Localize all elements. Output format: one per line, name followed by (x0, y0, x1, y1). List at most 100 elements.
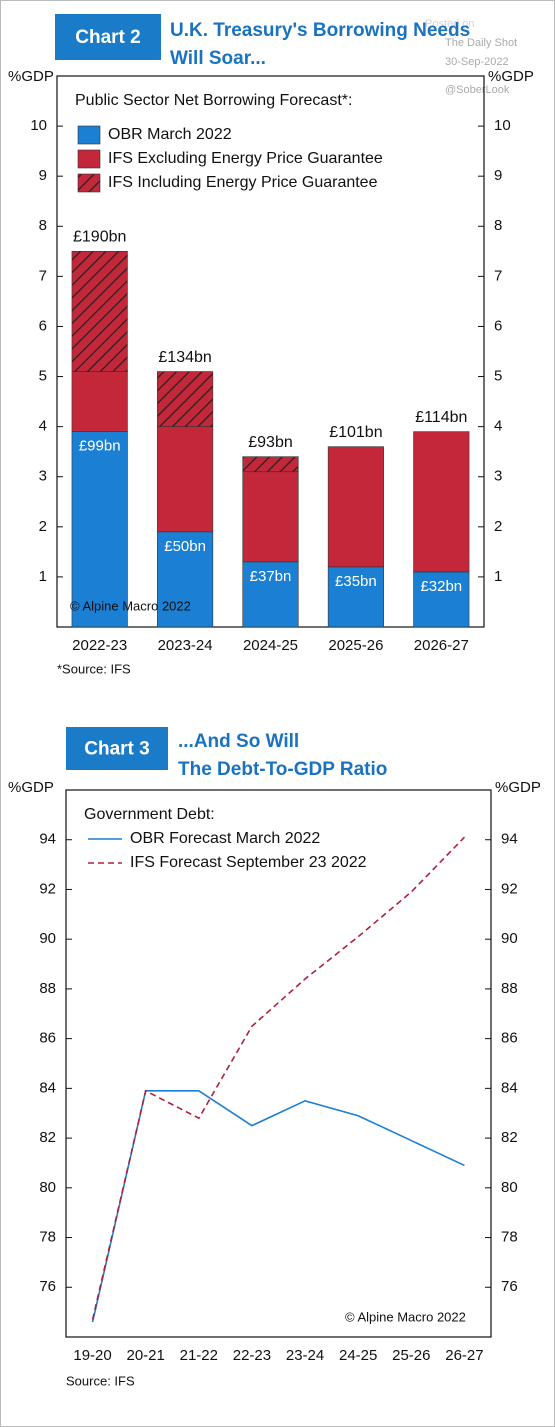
bar-segment (327, 446, 384, 568)
legend-label: IFS Including Energy Price Guarantee (108, 174, 378, 191)
y-tick-label: 78 (501, 1229, 518, 1246)
copyright: © Alpine Macro 2022 (345, 1309, 466, 1324)
y-tick-label: 1 (39, 568, 47, 585)
source-note: *Source: IFS (57, 661, 131, 676)
y-axis-label: %GDP (495, 779, 541, 796)
bar-total-label: £114bn (415, 409, 467, 426)
y-tick-label: 84 (501, 1079, 518, 1096)
bar-inner-label: £32bn (420, 578, 462, 595)
chart-title: Will Soar... (170, 48, 266, 69)
y-axis-label: %GDP (8, 779, 54, 796)
bar-inner-label: £35bn (335, 573, 377, 590)
watermark: The Daily Shot (445, 37, 517, 49)
bar-total-label: £93bn (248, 434, 293, 451)
bar-segment (327, 566, 384, 628)
bar-segment (157, 531, 214, 628)
y-tick-label: 3 (39, 468, 47, 485)
bar-inner-label: £37bn (250, 568, 292, 585)
y-tick-label: 4 (494, 418, 502, 435)
bar-segment (157, 426, 214, 533)
source-note: Source: IFS (66, 1373, 135, 1388)
y-axis-label: %GDP (8, 68, 54, 85)
x-tick-label: 24-25 (339, 1347, 377, 1364)
x-tick-label: 25-26 (392, 1347, 430, 1364)
watermark: @SoberLook (445, 84, 510, 96)
series-line (91, 1090, 465, 1323)
bar-total-label: £134bn (158, 349, 211, 366)
y-tick-label: 1 (494, 568, 502, 585)
bar-total-label: £190bn (73, 229, 126, 246)
y-tick-label: 4 (39, 418, 47, 435)
legend-swatch (77, 173, 101, 193)
legend-label: OBR Forecast March 2022 (130, 830, 320, 847)
bar-segment (71, 431, 128, 628)
y-tick-label: 78 (39, 1229, 56, 1246)
x-tick-label: 2026-27 (414, 637, 469, 654)
y-tick-label: 82 (501, 1129, 518, 1146)
chart-label-box (66, 727, 168, 770)
y-tick-label: 10 (30, 117, 47, 134)
plot-frame (65, 789, 492, 1338)
y-tick-label: 5 (494, 368, 502, 385)
bar-segment (242, 456, 299, 473)
bar-segment (413, 431, 470, 573)
bar-inner-label: £50bn (164, 538, 206, 555)
series-line (91, 836, 466, 1320)
x-tick-label: 2024-25 (243, 637, 298, 654)
y-tick-label: 76 (39, 1278, 56, 1295)
watermark: 30-Sep-2022 (445, 56, 509, 68)
chart-label: Chart 2 (75, 27, 140, 48)
y-tick-label: 76 (501, 1278, 518, 1295)
y-tick-label: 7 (494, 267, 502, 284)
y-tick-label: 88 (501, 980, 518, 997)
y-tick-label: 90 (501, 930, 518, 947)
y-tick-label: 90 (39, 930, 56, 947)
x-tick-label: 26-27 (445, 1347, 483, 1364)
bar-segment (413, 571, 470, 628)
legend-swatch (77, 149, 101, 169)
bar-segment (242, 471, 299, 563)
legend-title: Government Debt: (84, 806, 215, 823)
bar-segment (71, 251, 128, 372)
y-tick-label: 2 (39, 518, 47, 535)
y-tick-label: 86 (39, 1030, 56, 1047)
y-tick-label: 3 (494, 468, 502, 485)
y-tick-label: 9 (39, 167, 47, 184)
x-tick-label: 2025-26 (328, 637, 383, 654)
bar-segment (157, 371, 214, 427)
y-tick-label: 94 (39, 831, 56, 848)
x-tick-label: 19-20 (73, 1347, 111, 1364)
watermark: Posted on (425, 18, 475, 30)
y-tick-label: 8 (39, 217, 47, 234)
x-tick-label: 22-23 (233, 1347, 271, 1364)
y-tick-label: 84 (39, 1079, 56, 1096)
y-tick-label: 82 (39, 1129, 56, 1146)
y-tick-label: 80 (39, 1179, 56, 1196)
legend-label: IFS Forecast September 23 2022 (130, 854, 367, 871)
y-tick-label: 6 (39, 317, 47, 334)
chart-label-box (55, 14, 161, 60)
y-axis-label: %GDP (488, 68, 534, 85)
y-tick-label: 86 (501, 1030, 518, 1047)
legend-swatch (77, 125, 101, 145)
y-tick-label: 8 (494, 217, 502, 234)
bar-segment (242, 561, 299, 628)
y-tick-label: 80 (501, 1179, 518, 1196)
x-tick-label: 2022-23 (72, 637, 127, 654)
y-tick-label: 6 (494, 317, 502, 334)
bar-total-label: £101bn (329, 424, 382, 441)
x-tick-label: 20-21 (127, 1347, 165, 1364)
x-tick-label: 21-22 (180, 1347, 218, 1364)
legend-label: OBR March 2022 (108, 126, 232, 143)
y-tick-label: 92 (39, 880, 56, 897)
y-tick-label: 10 (494, 117, 511, 134)
x-tick-label: 2023-24 (158, 637, 213, 654)
chart-title: U.K. Treasury's Borrowing Needs (170, 20, 470, 41)
y-tick-label: 9 (494, 167, 502, 184)
y-tick-label: 92 (501, 880, 518, 897)
y-tick-label: 94 (501, 831, 518, 848)
legend-title: Public Sector Net Borrowing Forecast*: (75, 92, 352, 109)
chart-title: The Debt-To-GDP Ratio (178, 759, 387, 780)
